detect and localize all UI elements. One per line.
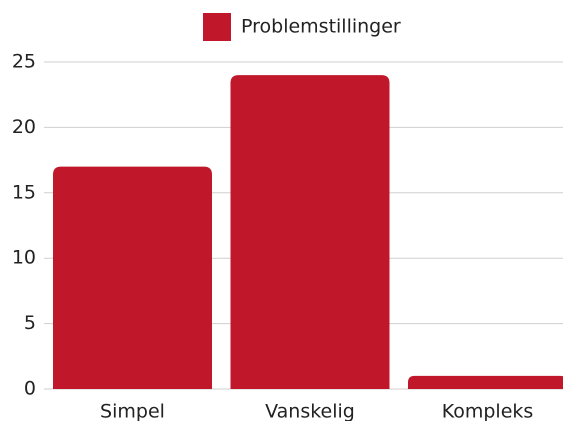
- bar: [408, 375, 563, 389]
- legend-label: Problemstillinger: [241, 16, 401, 38]
- y-tick-label: 10: [12, 247, 36, 269]
- x-tick-label: Vanskelig: [265, 401, 355, 421]
- legend-swatch: [203, 13, 231, 41]
- y-tick-label: 20: [12, 116, 36, 138]
- bar: [230, 75, 390, 389]
- y-tick-label: 15: [12, 181, 36, 203]
- x-tick-label: Simpel: [100, 401, 165, 421]
- bar: [53, 166, 212, 389]
- y-tick-label: 5: [24, 312, 36, 334]
- y-tick-label: 0: [24, 378, 36, 400]
- y-tick-label: 25: [12, 51, 36, 73]
- x-tick-label: Kompleks: [442, 401, 534, 421]
